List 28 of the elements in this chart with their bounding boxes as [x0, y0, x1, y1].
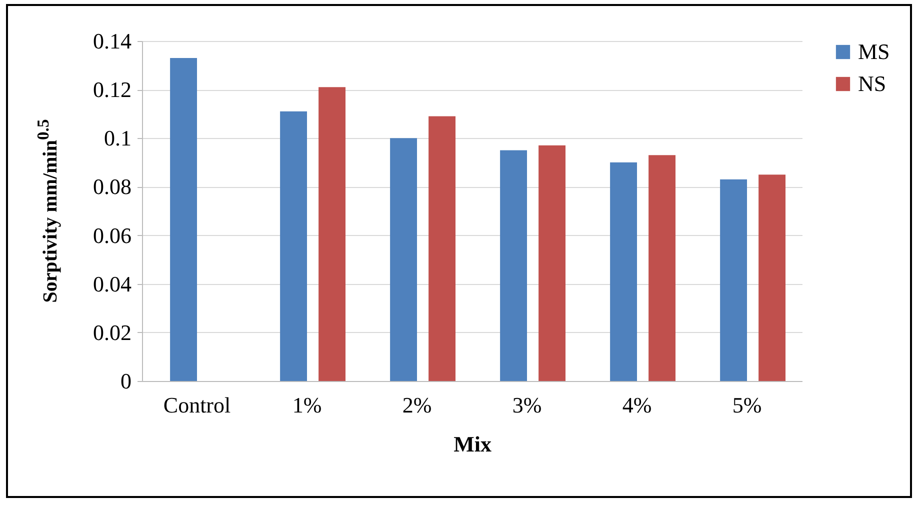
bar [538, 145, 566, 381]
y-tick-label: 0.12 [93, 77, 132, 102]
x-tick-label: 1% [292, 392, 322, 418]
x-axis-title: Mix [454, 432, 492, 456]
y-tick-label: 0 [120, 368, 132, 394]
x-tick-label: 3% [512, 392, 542, 418]
bar [610, 162, 637, 381]
x-tick-label: 5% [732, 392, 762, 418]
x-tick-label: 2% [402, 392, 432, 418]
x-tick-label: 4% [622, 392, 652, 418]
bar [318, 87, 346, 381]
y-tick-label: 0.06 [93, 222, 132, 248]
y-tick-label: 0.08 [93, 174, 132, 200]
bar [720, 179, 747, 381]
y-tick-label: 0.04 [93, 271, 132, 296]
legend-label: NS [858, 71, 886, 96]
bar [500, 150, 527, 381]
bar [648, 155, 676, 381]
x-tick-label: Control [163, 392, 231, 418]
bar [390, 138, 417, 381]
legend-label: MS [858, 39, 890, 64]
y-tick-label: 0.14 [93, 28, 132, 54]
y-tick-label: 0.02 [93, 320, 132, 345]
bar [428, 116, 456, 381]
bar [758, 174, 786, 381]
bar [280, 111, 307, 381]
bar [170, 58, 197, 381]
y-tick-label: 0.1 [104, 126, 132, 151]
